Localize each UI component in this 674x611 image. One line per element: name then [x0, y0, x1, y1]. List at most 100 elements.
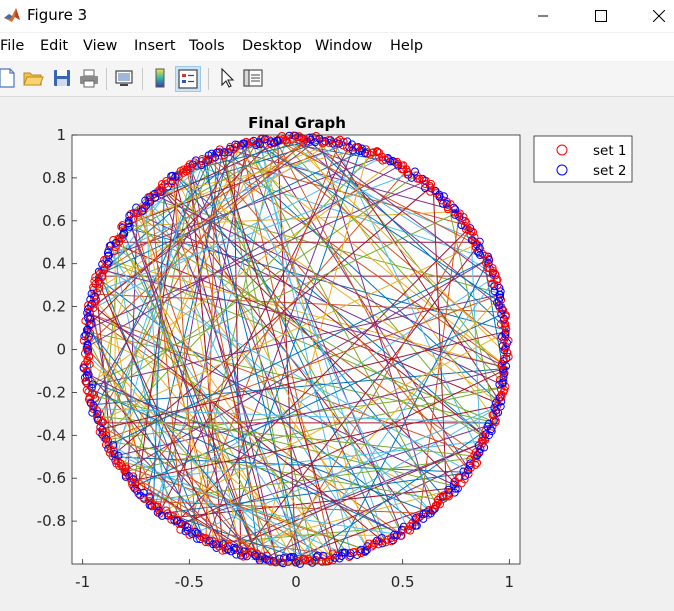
save-icon[interactable] — [51, 67, 73, 89]
set1-marker — [293, 133, 302, 142]
x-tick-label: -1 — [75, 573, 90, 591]
edge-line — [83, 180, 428, 332]
set1-marker — [308, 133, 317, 142]
set1-marker — [262, 551, 271, 560]
set2-marker — [111, 238, 120, 247]
set2-marker — [438, 492, 447, 501]
set2-marker — [439, 199, 448, 208]
set2-marker — [88, 408, 97, 417]
menu-edit[interactable]: Edit — [40, 38, 69, 54]
maximize-icon — [595, 10, 607, 22]
set1-marker — [374, 540, 383, 549]
set1-marker — [406, 526, 415, 535]
edge-line — [127, 404, 503, 483]
edge-line — [132, 184, 160, 212]
edge-line — [188, 135, 278, 536]
set1-marker — [343, 143, 352, 152]
edge-line — [284, 134, 510, 358]
insert-legend-button[interactable] — [175, 66, 201, 92]
x-tick-label: -0.5 — [175, 573, 204, 591]
set1-marker — [190, 158, 199, 167]
menu-view[interactable]: View — [83, 38, 118, 54]
edge-line — [273, 135, 460, 488]
set1-marker — [481, 427, 490, 436]
y-axis: 1 0.8 0.6 0.4 0.2 0 -0.2 -0.4 -0.6 -0.8 — [37, 126, 77, 530]
edge-line — [470, 226, 482, 457]
set1-marker — [118, 221, 127, 230]
set2-marker — [93, 416, 102, 425]
set1-marker — [90, 390, 99, 399]
set2-marker — [439, 192, 448, 201]
set1-marker — [176, 525, 185, 534]
y-tick-label: 0.2 — [42, 298, 66, 316]
edge-line — [85, 136, 323, 313]
set2-marker — [500, 346, 509, 355]
set2-marker — [453, 484, 462, 493]
edge-line — [158, 142, 352, 515]
matlab-logo-icon — [3, 6, 21, 24]
set2-marker — [464, 466, 473, 475]
menu-help[interactable]: Help — [390, 38, 424, 54]
set1-marker — [455, 209, 464, 218]
edge-line — [83, 330, 278, 564]
set2-marker — [84, 332, 93, 341]
menu-insert[interactable]: Insert — [134, 38, 176, 54]
edge-line — [84, 319, 207, 545]
edit-plot-icon[interactable] — [216, 67, 238, 89]
open-file-icon[interactable] — [22, 67, 44, 89]
set2-marker — [501, 328, 510, 337]
menu-tools[interactable]: Tools — [189, 38, 225, 54]
edge-line — [201, 156, 304, 564]
set2-marker — [137, 207, 146, 216]
edge-line — [120, 472, 260, 562]
minimize-button[interactable] — [520, 0, 566, 32]
edge-line — [189, 404, 503, 536]
edge-line — [173, 173, 503, 406]
close-button[interactable] — [636, 0, 674, 32]
final-graph-plot[interactable]: -1 -0.5 0 0.5 1 1 0.8 0.6 0.4 0.2 0 -0.2 -0.4 -0.6 -0… — [0, 97, 674, 611]
set1-marker — [356, 549, 365, 558]
maximize-button[interactable] — [578, 0, 624, 32]
legend-marker-set1 — [556, 144, 568, 156]
set1-marker — [239, 552, 248, 561]
edge-line — [95, 241, 481, 424]
set1-marker — [455, 473, 464, 482]
set1-marker — [324, 138, 333, 147]
insert-colorbar-icon[interactable] — [149, 67, 171, 89]
edge-line — [258, 137, 472, 473]
edge-line — [188, 163, 334, 561]
minimize-icon — [538, 15, 548, 17]
set2-marker — [467, 236, 476, 245]
edge-line — [170, 175, 242, 557]
edge-line — [277, 500, 448, 564]
set2-marker — [392, 531, 401, 540]
set2-marker — [230, 546, 239, 555]
print-icon[interactable] — [78, 67, 100, 89]
edge-line — [173, 173, 370, 552]
edge-line — [105, 258, 490, 448]
menu-desktop[interactable]: Desktop — [242, 38, 302, 54]
set2-marker — [377, 533, 386, 542]
set1-marker — [154, 187, 163, 196]
x-tick-label: 1 — [505, 573, 515, 591]
set2-marker — [82, 371, 91, 380]
set2-marker — [311, 138, 320, 147]
x-tick-label: 0.5 — [391, 573, 415, 591]
set2-marker — [249, 136, 258, 145]
menu-file[interactable]: File — [0, 38, 25, 54]
edge-lines — [82, 134, 510, 565]
set2-marker — [492, 398, 501, 407]
edge-line — [95, 275, 419, 526]
property-inspector-icon[interactable] — [242, 67, 264, 89]
set2-marker — [239, 139, 248, 148]
new-figure-icon[interactable] — [0, 67, 18, 89]
menu-window[interactable]: Window — [315, 38, 373, 54]
set1-marker — [85, 308, 94, 317]
edge-line — [219, 149, 341, 560]
set1-marker — [480, 251, 489, 260]
set2-marker — [287, 552, 296, 561]
set1-marker — [502, 325, 511, 334]
legend[interactable]: set 1 set 2 — [533, 135, 633, 183]
link-plot-icon[interactable] — [113, 67, 135, 89]
set1-marker — [102, 431, 111, 440]
